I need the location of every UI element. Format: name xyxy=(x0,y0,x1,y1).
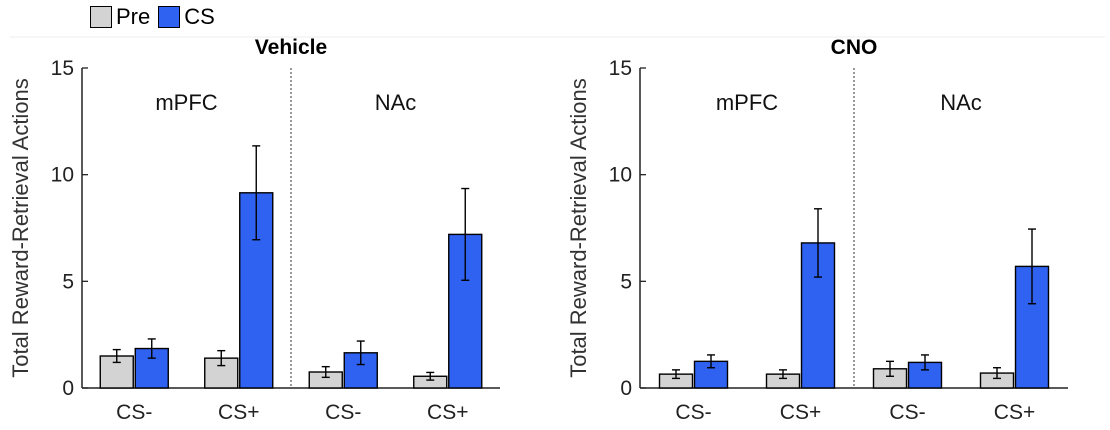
legend: Pre CS xyxy=(90,4,215,30)
vehicle-ytick-label: 5 xyxy=(62,270,74,293)
legend-swatch-pre xyxy=(90,6,112,28)
legend-item-cs: CS xyxy=(158,4,215,30)
cno-ytick-label: 5 xyxy=(620,270,632,293)
cno-ytick-label: 15 xyxy=(609,57,632,80)
vehicle-ytick-label: 0 xyxy=(62,377,74,400)
vehicle-xtick-label: CS- xyxy=(325,401,361,424)
cno-group-label: NAc xyxy=(940,90,982,115)
vehicle-group-label: NAc xyxy=(375,90,417,115)
cno-group-label: mPFC xyxy=(716,90,778,115)
vehicle-ytick-label: 10 xyxy=(51,164,74,187)
vehicle-group-label: mPFC xyxy=(155,90,217,115)
cno-ytick-label: 0 xyxy=(620,377,632,400)
cno-ytick-label: 10 xyxy=(609,164,632,187)
cno-title: CNO xyxy=(831,36,878,59)
cno-xtick-label: CS+ xyxy=(994,401,1035,424)
cno-xtick-label: CS- xyxy=(889,401,925,424)
vehicle-xtick-label: CS+ xyxy=(427,401,468,424)
vehicle-xtick-label: CS+ xyxy=(218,401,259,424)
cno-xtick-label: CS+ xyxy=(780,401,821,424)
legend-swatch-cs xyxy=(158,6,181,28)
cno-xtick-label: CS- xyxy=(675,401,711,424)
legend-label-pre: Pre xyxy=(116,4,151,29)
vehicle-ytick-label: 15 xyxy=(51,57,74,80)
vehicle-ylabel: Total Reward-Retrieval Actions xyxy=(8,78,33,378)
vehicle-xtick-label: CS- xyxy=(116,401,152,424)
vehicle-title: Vehicle xyxy=(255,36,327,59)
legend-item-pre: Pre xyxy=(90,4,150,30)
legend-label-cs: CS xyxy=(184,4,215,29)
cno-ylabel: Total Reward-Retrieval Actions xyxy=(566,78,591,378)
